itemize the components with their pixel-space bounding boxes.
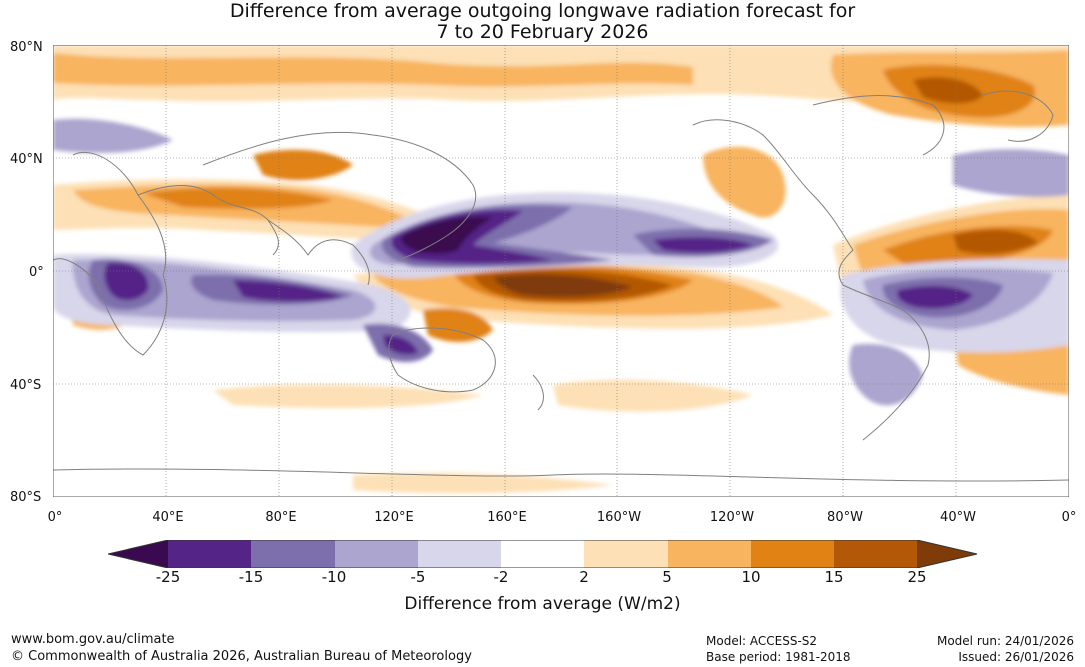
colorbar-tick-0: -25	[155, 568, 181, 586]
lat-label-80n: 80°N	[10, 40, 43, 55]
lon-label-80w: 80°W	[827, 510, 863, 525]
olr-anomaly-map	[53, 45, 1069, 497]
colorbar-label: Difference from average (W/m2)	[404, 594, 681, 614]
lon-label-160e: 160°E	[487, 510, 527, 525]
colorbar-swatch-5	[501, 540, 584, 568]
map-canvas	[53, 45, 1069, 497]
footer-model: Model: ACCESS-S2	[706, 634, 818, 648]
coastlines	[53, 90, 1069, 482]
colorbar-tick-4: -2	[493, 568, 509, 586]
colorbar-swatch-8	[751, 540, 834, 568]
colorbar-swatch-7	[668, 540, 751, 568]
footer-base-period: Base period: 1981-2018	[706, 650, 851, 664]
chart-title-line1: Difference from average outgoing longwav…	[229, 0, 856, 22]
footer-model-run: Model run: 24/01/2026	[936, 634, 1074, 648]
colorbar-swatch-1	[168, 540, 251, 568]
lat-label-40n: 40°N	[10, 152, 43, 167]
colorbar-swatch-0	[108, 540, 168, 568]
colorbar	[108, 540, 978, 568]
lat-label-equator: 0°	[29, 265, 44, 280]
lon-label-0-east: 0°	[1061, 510, 1077, 525]
graticule	[53, 45, 1069, 497]
colorbar-swatch-9	[834, 540, 917, 568]
lat-label-80s: 80°S	[10, 490, 42, 505]
colorbar-tick-6: 5	[662, 568, 672, 586]
footer-copyright: © Commonwealth of Australia 2026, Austra…	[11, 649, 472, 664]
colorbar-tick-2: -10	[321, 568, 347, 586]
lon-label-40e: 40°E	[152, 510, 184, 525]
colorbar-swatch-4	[418, 540, 501, 568]
colorbar-tick-8: 15	[824, 568, 844, 586]
colorbar-tick-9: 25	[907, 568, 927, 586]
colorbar-swatch-3	[335, 540, 418, 568]
colorbar-tick-3: -5	[410, 568, 426, 586]
colorbar-swatch-6	[584, 540, 668, 568]
footer-issued: Issued: 26/01/2026	[958, 650, 1074, 664]
colorbar-tick-7: 10	[741, 568, 761, 586]
chart-title-line2: 7 to 20 February 2026	[436, 21, 649, 43]
lat-label-40s: 40°S	[10, 378, 42, 393]
lon-label-40w: 40°W	[940, 510, 976, 525]
colorbar-swatch-10	[917, 540, 977, 568]
lon-label-120e: 120°E	[374, 510, 414, 525]
colorbar-tick-1: -15	[238, 568, 264, 586]
colorbar-swatch-2	[251, 540, 335, 568]
anomaly-fields	[53, 45, 1069, 494]
lon-label-0: 0°	[47, 510, 63, 525]
footer-website[interactable]: www.bom.gov.au/climate	[11, 632, 175, 647]
lon-label-120w: 120°W	[709, 510, 755, 525]
lon-label-80e: 80°E	[265, 510, 297, 525]
lon-label-160w: 160°W	[596, 510, 642, 525]
colorbar-tick-5: 2	[579, 568, 589, 586]
